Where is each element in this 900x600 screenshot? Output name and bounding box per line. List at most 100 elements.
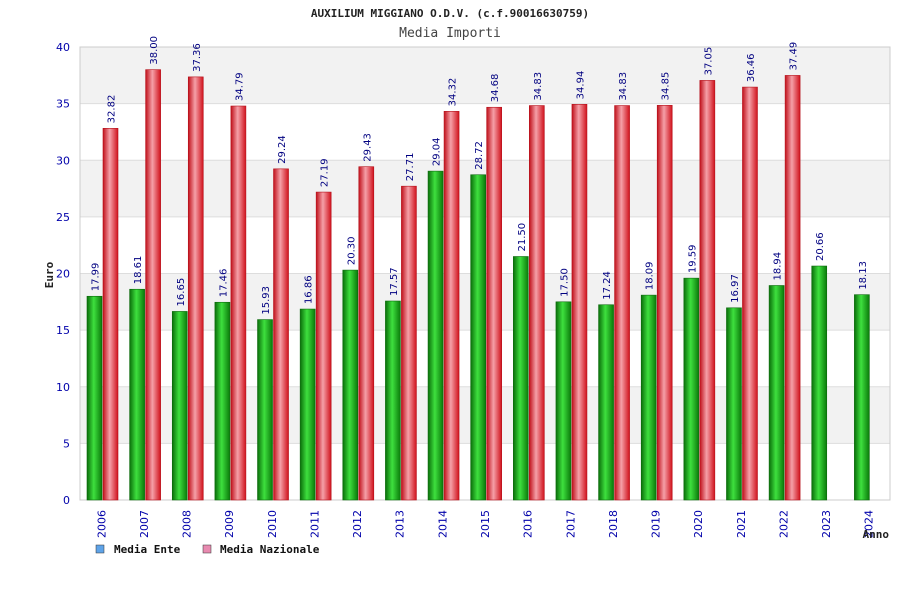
value-label: 17.99 (91, 263, 102, 292)
bar-media-ente-2008 (171, 311, 188, 501)
bar-media-ente-2020 (683, 277, 700, 501)
value-label: 18.09 (645, 261, 656, 290)
x-tick-label: 2018 (607, 510, 620, 538)
y-tick-label: 25 (56, 211, 70, 224)
bar-media-ente-2013 (385, 300, 401, 501)
value-label: 34.68 (490, 74, 501, 103)
value-label: 17.57 (389, 267, 400, 296)
bar-media-nazionale-2006 (102, 128, 119, 501)
bar-media-ente-2017 (555, 301, 572, 501)
y-axis-label: Euro (43, 261, 56, 288)
value-labels: 17.99 32.82 18.61 38.00 16.65 37.36 17.46 34.79… (91, 36, 869, 315)
x-axis-label: Anno (863, 528, 890, 541)
value-label: 37.36 (192, 43, 203, 72)
value-label: 16.65 (176, 278, 187, 307)
bar-media-nazionale-2021 (742, 86, 758, 501)
value-label: 21.50 (517, 223, 528, 252)
value-label: 28.72 (474, 141, 485, 170)
bar-media-nazionale-2013 (401, 185, 417, 501)
value-label: 27.71 (405, 153, 416, 182)
bar-media-ente-2011 (299, 308, 316, 501)
value-label: 29.04 (432, 137, 443, 166)
chart-subtitle: Media Importi (399, 26, 501, 41)
x-axis-ticks: 2006 2007 2008 2009 2010 2011 2012 2013 2014 2015… (95, 510, 875, 538)
value-label: 20.30 (346, 236, 357, 265)
bar-media-nazionale-2019 (656, 105, 673, 501)
value-label: 18.13 (858, 261, 869, 290)
x-tick-label: 2013 (394, 510, 407, 538)
value-label: 37.49 (789, 42, 800, 71)
bar-media-ente-2012 (342, 269, 359, 501)
bar-media-nazionale-2010 (273, 168, 289, 501)
value-label: 18.61 (133, 256, 144, 285)
x-tick-label: 2021 (735, 510, 748, 538)
value-label: 34.79 (234, 72, 245, 101)
x-tick-label: 2017 (564, 510, 577, 538)
value-label: 34.94 (575, 71, 586, 100)
value-label: 18.94 (773, 252, 784, 281)
bar-media-ente-2022 (768, 285, 785, 501)
bar-media-nazionale-2022 (784, 75, 801, 501)
value-label: 20.66 (815, 232, 826, 261)
bar-media-ente-2018 (598, 304, 614, 501)
legend-swatch-media-nazionale (202, 544, 212, 554)
y-tick-label: 15 (56, 324, 70, 337)
bar-media-nazionale-2012 (358, 166, 375, 501)
x-tick-label: 2014 (436, 510, 449, 538)
value-label: 34.85 (661, 72, 672, 101)
x-tick-label: 2008 (181, 510, 194, 538)
bar-media-nazionale-2011 (315, 191, 332, 501)
chart-title: AUXILIUM MIGGIANO O.D.V. (c.f.9001663075… (311, 7, 589, 20)
y-tick-label: 40 (56, 41, 70, 54)
y-axis-ticks: 0 5 10 15 20 25 30 35 40 (56, 41, 70, 507)
value-label: 36.46 (746, 53, 757, 82)
bar-media-ente-2016 (513, 256, 529, 501)
x-tick-label: 2024 (863, 510, 876, 538)
bar-media-nazionale-2017 (571, 104, 588, 501)
x-tick-label: 2020 (692, 510, 705, 538)
value-label: 29.24 (277, 135, 288, 164)
bar-media-ente-2024 (854, 294, 870, 501)
y-tick-label: 30 (56, 154, 70, 167)
value-label: 27.19 (320, 158, 331, 187)
x-tick-label: 2009 (223, 510, 236, 538)
bar-media-ente-2006 (86, 295, 103, 501)
bar-media-nazionale-2020 (699, 80, 716, 501)
bar-media-ente-2009 (214, 301, 231, 501)
value-label: 37.05 (703, 47, 714, 76)
value-label: 34.83 (618, 72, 629, 101)
legend: Media Ente Media Nazionale (95, 543, 320, 556)
x-tick-label: 2006 (95, 510, 108, 538)
y-tick-label: 5 (63, 437, 70, 450)
x-tick-label: 2022 (777, 510, 790, 538)
value-label: 17.24 (602, 271, 613, 300)
bars-group (86, 69, 870, 501)
x-tick-label: 2023 (820, 510, 833, 538)
legend-label-media-nazionale: Media Nazionale (220, 543, 320, 556)
x-tick-label: 2011 (308, 510, 321, 538)
legend-label-media-ente: Media Ente (114, 543, 181, 556)
y-tick-label: 0 (63, 494, 70, 507)
y-tick-label: 35 (56, 98, 70, 111)
bar-media-ente-2010 (257, 319, 273, 501)
value-label: 15.93 (261, 286, 272, 315)
bar-media-nazionale-2018 (614, 105, 630, 501)
value-label: 17.46 (218, 269, 229, 298)
bar-media-nazionale-2009 (230, 105, 247, 501)
x-tick-label: 2010 (266, 510, 279, 538)
value-label: 29.43 (362, 133, 373, 162)
value-label: 16.97 (730, 274, 741, 303)
bar-media-ente-2021 (726, 307, 742, 501)
value-label: 34.83 (533, 72, 544, 101)
x-tick-label: 2016 (522, 510, 535, 538)
x-tick-label: 2012 (351, 510, 364, 538)
bar-media-ente-2014 (427, 170, 444, 501)
bar-media-ente-2019 (640, 294, 657, 501)
value-label: 16.86 (304, 275, 315, 304)
y-tick-label: 20 (56, 268, 70, 281)
bar-media-nazionale-2014 (443, 111, 460, 501)
x-tick-label: 2019 (650, 510, 663, 538)
value-label: 19.59 (687, 245, 698, 274)
x-tick-label: 2015 (479, 510, 492, 538)
